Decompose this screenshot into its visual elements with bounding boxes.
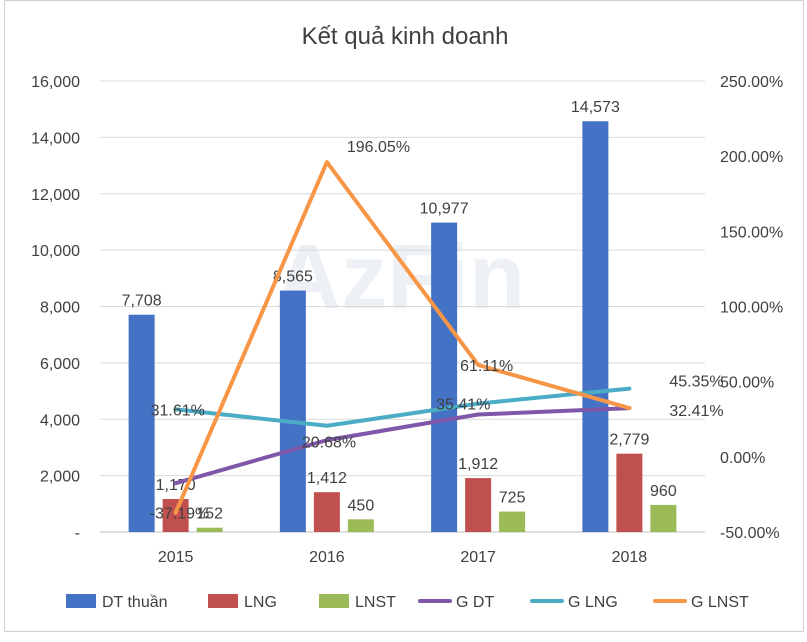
line-g-lnst [173, 160, 632, 515]
bar-data-label: 450 [348, 497, 375, 514]
y-right-tick-label: 100.00% [720, 300, 783, 317]
y-left-tick-label: 6,000 [40, 356, 80, 373]
bar-data-label: 2,779 [609, 432, 649, 449]
bar-lnst [347, 519, 374, 532]
y-left-tick-label: 12,000 [31, 187, 80, 204]
bar-lng [465, 478, 492, 532]
bar-data-label: 10,977 [420, 201, 469, 218]
bar-dt-thuần [582, 121, 609, 532]
y-right-tick-label: 50.00% [720, 375, 774, 392]
line-data-label: 35.41% [436, 397, 490, 414]
y-right-tick-label: 200.00% [720, 149, 783, 166]
line-data-label: 32.41% [669, 403, 723, 420]
legend-swatch [208, 594, 238, 608]
x-tick-label: 2016 [309, 549, 345, 566]
y-right-tick-label: 150.00% [720, 224, 783, 241]
legend-label: G LNG [568, 594, 618, 611]
y-left-tick-label: 10,000 [31, 243, 80, 260]
legend-label: G DT [456, 594, 494, 611]
line-g-dt [173, 406, 632, 486]
legend-swatch [319, 594, 349, 608]
line-data-label: 196.05% [347, 139, 410, 156]
bar-data-label: 1,412 [307, 470, 347, 487]
legend-label: LNST [355, 594, 396, 611]
line-data-label: 20.68% [302, 435, 356, 452]
y-left-tick-label: 8,000 [40, 300, 80, 317]
bar-lnst [196, 527, 223, 532]
x-tick-label: 2015 [158, 549, 194, 566]
bar-data-label: 7,708 [122, 293, 162, 310]
y-right-tick-label: -50.00% [720, 525, 780, 542]
bar-lng [616, 453, 643, 532]
bar-data-label: 14,573 [571, 99, 620, 116]
y-left-tick-label: - [75, 525, 80, 542]
line-g-lng [173, 386, 632, 428]
legend-label: DT thuần [102, 594, 168, 611]
legend-label: LNG [244, 594, 277, 611]
legend-label: G LNST [691, 594, 749, 611]
bar-data-label: 725 [499, 490, 526, 507]
bar-lng [162, 499, 189, 532]
y-left-tick-label: 4,000 [40, 412, 80, 429]
bar-data-label: 960 [650, 483, 677, 500]
watermark-text: AzFin [275, 226, 525, 328]
line-data-label: 61.11% [460, 358, 513, 375]
line-data-label: 31.61% [151, 402, 205, 419]
y-left-tick-label: 14,000 [31, 130, 80, 147]
chart-title: Kết quả kinh doanh [302, 23, 509, 50]
bar-data-label: 1,912 [458, 456, 498, 473]
legend-swatch [66, 594, 96, 608]
y-left-tick-label: 16,000 [31, 74, 80, 91]
y-right-tick-label: 0.00% [720, 450, 765, 467]
bar-dt-thuần [279, 290, 306, 532]
y-right-tick-label: 250.00% [720, 74, 783, 91]
x-tick-label: 2018 [612, 549, 648, 566]
bar-lnst [499, 511, 526, 532]
bar-data-label: 152 [196, 506, 223, 523]
y-left-tick-label: 2,000 [40, 469, 80, 486]
x-tick-label: 2017 [460, 549, 496, 566]
bar-data-label: 8,565 [273, 269, 313, 286]
line-data-label: 45.35% [669, 374, 723, 391]
line-data-label: -37.19% [150, 506, 210, 523]
bar-dt-thuần [128, 314, 155, 532]
bar-dt-thuần [431, 222, 458, 532]
bar-lng [313, 492, 340, 532]
bar-lnst [650, 504, 677, 532]
